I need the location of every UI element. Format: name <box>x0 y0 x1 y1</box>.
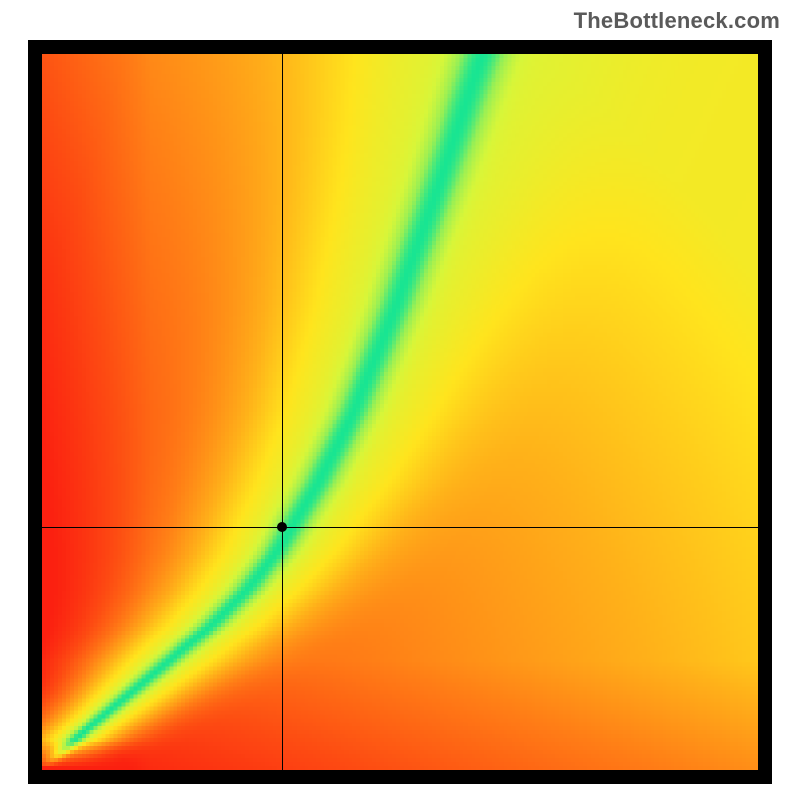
plot-frame <box>28 40 772 784</box>
heatmap-canvas <box>42 54 758 770</box>
crosshair-horizontal <box>42 527 758 528</box>
plot-area <box>42 54 758 770</box>
crosshair-vertical <box>282 54 283 770</box>
watermark-text: TheBottleneck.com <box>574 8 780 34</box>
crosshair-point <box>277 522 287 532</box>
chart-container: TheBottleneck.com <box>0 0 800 800</box>
